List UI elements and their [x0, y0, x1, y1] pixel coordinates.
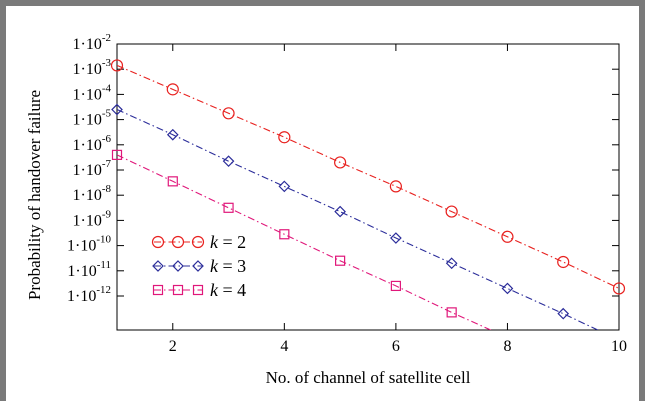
data-point	[557, 255, 570, 269]
legend-marker	[151, 235, 165, 249]
data-point	[335, 255, 346, 266]
legend-marker	[152, 284, 164, 296]
data-point	[166, 128, 179, 141]
legend-marker	[192, 284, 204, 296]
data-point	[222, 155, 235, 168]
data-point	[501, 230, 514, 243]
y-tick-label: 1·10-12	[67, 284, 111, 305]
y-tick-label: 1·10-9	[73, 208, 112, 229]
x-axis-label: No. of channel of satellite cell	[266, 368, 471, 387]
legend-marker	[172, 284, 184, 296]
data-point	[390, 280, 401, 292]
data-point	[110, 59, 124, 72]
data-point	[334, 205, 346, 218]
y-tick-label: 1·10-8	[73, 183, 112, 204]
y-tick-label: 1·10-3	[73, 57, 112, 78]
plot-area	[116, 43, 620, 331]
data-point	[111, 149, 123, 160]
data-point	[390, 232, 402, 244]
data-point	[557, 307, 570, 320]
data-point	[278, 131, 291, 144]
y-tick-label: 1·10-2	[73, 32, 112, 53]
y-tick-label: 1·10-10	[67, 234, 111, 255]
x-tick-label: 2	[169, 338, 177, 355]
data-point	[167, 176, 178, 187]
data-point	[334, 156, 347, 169]
legend-marker	[171, 235, 185, 249]
data-point	[166, 83, 179, 96]
legend-marker	[192, 260, 204, 272]
data-point	[389, 180, 402, 193]
y-tick-label: 1·10-7	[73, 158, 112, 179]
data-point	[223, 202, 234, 213]
series-line-3	[117, 154, 492, 330]
legend-marker	[152, 260, 164, 272]
y-tick-label: 1·10-11	[67, 259, 111, 280]
data-point	[222, 107, 235, 120]
legend-marker	[191, 235, 205, 249]
data-point	[612, 282, 626, 295]
data-point	[446, 307, 457, 318]
y-tick-label: 1·10-6	[73, 133, 112, 154]
legend-marker	[172, 260, 184, 272]
data-point	[501, 282, 514, 295]
data-point	[111, 103, 123, 116]
x-tick-label: 10	[611, 338, 627, 355]
x-tick-label: 4	[280, 338, 288, 355]
legend-label: k = 2	[210, 232, 246, 252]
data-point	[278, 180, 291, 193]
series-line-1	[117, 64, 619, 289]
y-tick-label: 1·10-5	[73, 108, 112, 129]
x-tick-label: 6	[392, 338, 400, 355]
series-line-2	[117, 108, 600, 330]
x-tick-label: 8	[503, 338, 511, 355]
y-axis-label: Probability of handover failure	[25, 90, 44, 300]
y-tick-label: 1·10-4	[73, 82, 112, 103]
data-point	[279, 229, 290, 240]
data-point	[445, 205, 458, 218]
data-point	[445, 257, 458, 270]
legend-label: k = 3	[210, 256, 246, 276]
legend-label: k = 4	[210, 280, 246, 300]
